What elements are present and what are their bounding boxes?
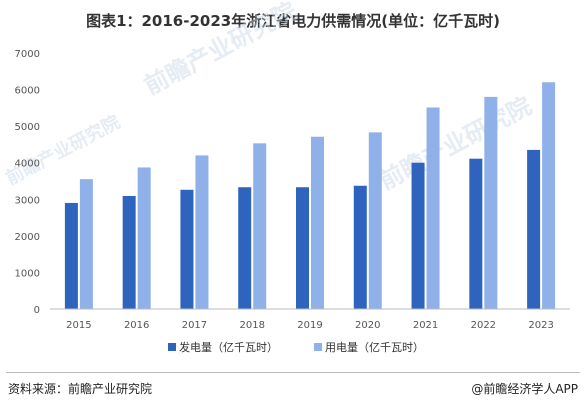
bars-group [64, 82, 556, 310]
bar-generation-2017 [180, 189, 194, 309]
bar-consumption-2018 [253, 143, 267, 309]
legend: 发电量（亿千瓦时） 用电量（亿千瓦时） [168, 340, 424, 354]
y-tick-label: 3000 [15, 195, 40, 206]
bar-consumption-2016 [137, 167, 151, 309]
x-tick-label: 2017 [182, 320, 207, 331]
y-tick-label: 2000 [15, 232, 40, 243]
legend-swatch [314, 343, 322, 351]
bar-consumption-2022 [484, 96, 498, 309]
y-axis: 0 1000 2000 3000 4000 5000 6000 7000 [15, 49, 40, 316]
y-tick-label: 0 [34, 305, 40, 316]
bar-consumption-2017 [195, 155, 209, 309]
legend-swatch [168, 343, 176, 351]
bar-consumption-2023 [542, 82, 556, 309]
source-note: 资料来源：前瞻产业研究院 [8, 382, 153, 396]
bar-generation-2018 [238, 187, 252, 309]
bar-generation-2023 [527, 149, 541, 309]
y-tick-label: 6000 [15, 86, 40, 97]
bar-consumption-2015 [79, 179, 93, 309]
x-tick-label: 2021 [413, 320, 438, 331]
x-tick-label: 2019 [297, 320, 322, 331]
x-tick-label: 2020 [355, 320, 380, 331]
bar-generation-2020 [353, 185, 367, 309]
y-tick-label: 1000 [15, 268, 40, 279]
x-axis: 2015 2016 2017 2018 2019 2020 2021 2022 2023 [50, 308, 570, 331]
bar-consumption-2020 [368, 132, 382, 309]
bar-generation-2016 [122, 195, 136, 309]
x-tick-label: 2022 [471, 320, 496, 331]
bar-consumption-2021 [426, 107, 440, 310]
legend-label: 用电量（亿千瓦时） [325, 341, 424, 354]
watermark-text: 前瞻产业研究院 [140, 0, 301, 100]
y-tick-label: 7000 [15, 49, 40, 60]
watermark-text: 前瞻产业研究院 [375, 92, 536, 196]
y-tick-label: 4000 [15, 159, 40, 170]
bar-consumption-2019 [311, 136, 324, 309]
brand-credit: @前瞻经济学人APP [471, 382, 578, 396]
bar-generation-2019 [296, 187, 309, 309]
x-tick-label: 2016 [124, 320, 149, 331]
footer-divider [6, 372, 580, 373]
chart-title: 图表1：2016-2023年浙江省电力供需情况(单位：亿千瓦时) [86, 12, 500, 30]
bar-generation-2015 [64, 202, 78, 309]
bar-generation-2021 [411, 162, 425, 309]
y-tick-label: 5000 [15, 122, 40, 133]
x-tick-label: 2015 [66, 320, 91, 331]
bar-generation-2022 [469, 158, 483, 309]
legend-label: 发电量（亿千瓦时） [179, 340, 278, 354]
x-tick-label: 2018 [239, 320, 264, 331]
x-tick-label: 2023 [528, 320, 553, 331]
